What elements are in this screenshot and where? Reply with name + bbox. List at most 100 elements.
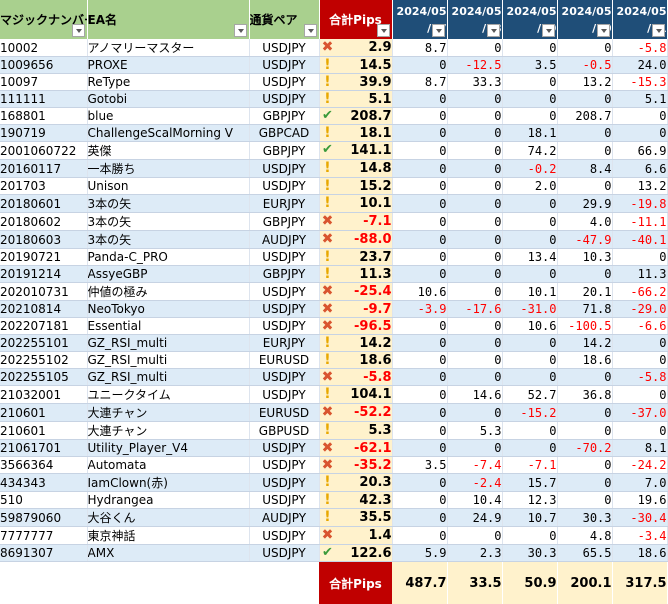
daily-pips-cell[interactable]: -15.3: [612, 74, 667, 91]
daily-pips-cell[interactable]: 0: [557, 125, 612, 142]
total-pips-cell[interactable]: !5.1: [319, 91, 392, 108]
daily-pips-cell[interactable]: 30.3: [557, 509, 612, 527]
daily-pips-cell[interactable]: 0: [447, 39, 502, 57]
currency-pair-cell[interactable]: GBPCAD: [249, 125, 319, 142]
currency-pair-cell[interactable]: USDJPY: [249, 178, 319, 195]
total-pips-cell[interactable]: ✖-62.1: [319, 440, 392, 457]
ea-name-cell[interactable]: ChallengeScalMorning V: [87, 125, 249, 142]
total-pips-cell[interactable]: ✖-35.2: [319, 457, 392, 474]
ea-name-cell[interactable]: 3本の矢: [87, 213, 249, 231]
daily-pips-cell[interactable]: 0: [612, 422, 667, 440]
daily-pips-cell[interactable]: 74.2: [502, 142, 557, 160]
daily-pips-cell[interactable]: -7.1: [502, 457, 557, 474]
daily-pips-cell[interactable]: -5.8: [612, 39, 667, 57]
currency-pair-cell[interactable]: USDJPY: [249, 492, 319, 509]
daily-pips-cell[interactable]: 0: [392, 160, 447, 178]
daily-pips-cell[interactable]: 8.7: [392, 74, 447, 91]
daily-pips-cell[interactable]: 0: [612, 386, 667, 404]
daily-pips-cell[interactable]: 0: [392, 474, 447, 492]
daily-pips-cell[interactable]: 24.0: [612, 57, 667, 74]
total-pips-cell[interactable]: ✖-7.1: [319, 213, 392, 231]
currency-pair-cell[interactable]: AUDJPY: [249, 231, 319, 249]
daily-pips-cell[interactable]: 0: [392, 266, 447, 283]
magic-number-cell[interactable]: 20180602: [0, 213, 87, 231]
daily-pips-cell[interactable]: 0: [502, 422, 557, 440]
total-pips-cell[interactable]: !14.8: [319, 160, 392, 178]
daily-pips-cell[interactable]: 0: [392, 369, 447, 386]
daily-pips-cell[interactable]: -47.9: [557, 231, 612, 249]
daily-pips-cell[interactable]: 0: [557, 369, 612, 386]
daily-pips-cell[interactable]: 0: [612, 249, 667, 266]
daily-pips-cell[interactable]: 0: [502, 527, 557, 545]
daily-pips-cell[interactable]: -0.2: [502, 160, 557, 178]
daily-pips-cell[interactable]: 15.7: [502, 474, 557, 492]
daily-pips-cell[interactable]: 13.2: [612, 178, 667, 195]
currency-pair-cell[interactable]: GBPUSD: [249, 422, 319, 440]
currency-pair-cell[interactable]: USDJPY: [249, 91, 319, 108]
daily-pips-cell[interactable]: 0: [502, 74, 557, 91]
daily-pips-cell[interactable]: 0: [392, 57, 447, 74]
daily-pips-cell[interactable]: 10.3: [557, 249, 612, 266]
daily-pips-cell[interactable]: 0: [447, 108, 502, 125]
magic-number-cell[interactable]: 20180603: [0, 231, 87, 249]
currency-pair-cell[interactable]: USDJPY: [249, 160, 319, 178]
daily-pips-cell[interactable]: 0: [502, 195, 557, 213]
magic-number-cell[interactable]: 210601: [0, 404, 87, 422]
currency-pair-cell[interactable]: USDJPY: [249, 440, 319, 457]
filter-dropdown-icon[interactable]: [432, 24, 445, 37]
daily-pips-cell[interactable]: 0: [447, 142, 502, 160]
daily-pips-cell[interactable]: -19.8: [612, 195, 667, 213]
ea-name-cell[interactable]: Hydrangea: [87, 492, 249, 509]
magic-number-cell[interactable]: 510: [0, 492, 87, 509]
daily-pips-cell[interactable]: 0: [447, 249, 502, 266]
ea-name-cell[interactable]: 一本勝ち: [87, 160, 249, 178]
daily-pips-cell[interactable]: 2.3: [447, 545, 502, 562]
daily-pips-cell[interactable]: -11.1: [612, 213, 667, 231]
magic-number-cell[interactable]: 20160117: [0, 160, 87, 178]
currency-pair-cell[interactable]: GBPJPY: [249, 266, 319, 283]
daily-pips-cell[interactable]: 0: [502, 369, 557, 386]
ea-name-cell[interactable]: PROXE: [87, 57, 249, 74]
currency-pair-cell[interactable]: GBPJPY: [249, 213, 319, 231]
daily-pips-cell[interactable]: 0: [392, 231, 447, 249]
daily-pips-cell[interactable]: -30.4: [612, 509, 667, 527]
currency-pair-cell[interactable]: USDJPY: [249, 39, 319, 57]
daily-pips-cell[interactable]: 52.7: [502, 386, 557, 404]
ea-name-cell[interactable]: Panda-C_PRO: [87, 249, 249, 266]
daily-pips-cell[interactable]: -7.4: [447, 457, 502, 474]
currency-pair-cell[interactable]: AUDJPY: [249, 509, 319, 527]
daily-pips-cell[interactable]: -3.9: [392, 301, 447, 318]
magic-number-cell[interactable]: 434343: [0, 474, 87, 492]
daily-pips-cell[interactable]: 0: [447, 404, 502, 422]
daily-pips-cell[interactable]: -40.1: [612, 231, 667, 249]
daily-pips-cell[interactable]: 0: [392, 527, 447, 545]
daily-pips-cell[interactable]: -100.5: [557, 318, 612, 335]
ea-name-cell[interactable]: Unison: [87, 178, 249, 195]
total-pips-cell[interactable]: !14.2: [319, 335, 392, 352]
daily-pips-cell[interactable]: 12.3: [502, 492, 557, 509]
total-pips-cell[interactable]: !23.7: [319, 249, 392, 266]
ea-name-cell[interactable]: 大連チャン: [87, 404, 249, 422]
daily-total-pips[interactable]: 200.1: [557, 562, 612, 604]
total-pips-cell[interactable]: ✖-25.4: [319, 283, 392, 301]
daily-pips-cell[interactable]: 66.9: [612, 142, 667, 160]
daily-pips-cell[interactable]: 0: [447, 352, 502, 369]
filter-dropdown-icon[interactable]: [487, 24, 500, 37]
magic-number-cell[interactable]: 202010731: [0, 283, 87, 301]
daily-pips-cell[interactable]: 0: [447, 440, 502, 457]
daily-pips-cell[interactable]: -0.5: [557, 57, 612, 74]
daily-pips-cell[interactable]: 0: [392, 108, 447, 125]
filter-dropdown-icon[interactable]: [304, 24, 317, 37]
total-pips-cell[interactable]: ✔122.6: [319, 545, 392, 562]
currency-pair-cell[interactable]: EURJPY: [249, 335, 319, 352]
total-pips-cell[interactable]: !104.1: [319, 386, 392, 404]
daily-pips-cell[interactable]: 71.8: [557, 301, 612, 318]
filter-dropdown-icon[interactable]: [652, 24, 665, 37]
magic-number-cell[interactable]: 10002: [0, 39, 87, 57]
daily-pips-cell[interactable]: 0: [392, 142, 447, 160]
total-pips-cell[interactable]: !11.3: [319, 266, 392, 283]
daily-pips-cell[interactable]: -3.4: [612, 527, 667, 545]
magic-number-cell[interactable]: 202255101: [0, 335, 87, 352]
ea-name-cell[interactable]: アノマリーマスター: [87, 39, 249, 57]
daily-pips-cell[interactable]: 0: [612, 108, 667, 125]
